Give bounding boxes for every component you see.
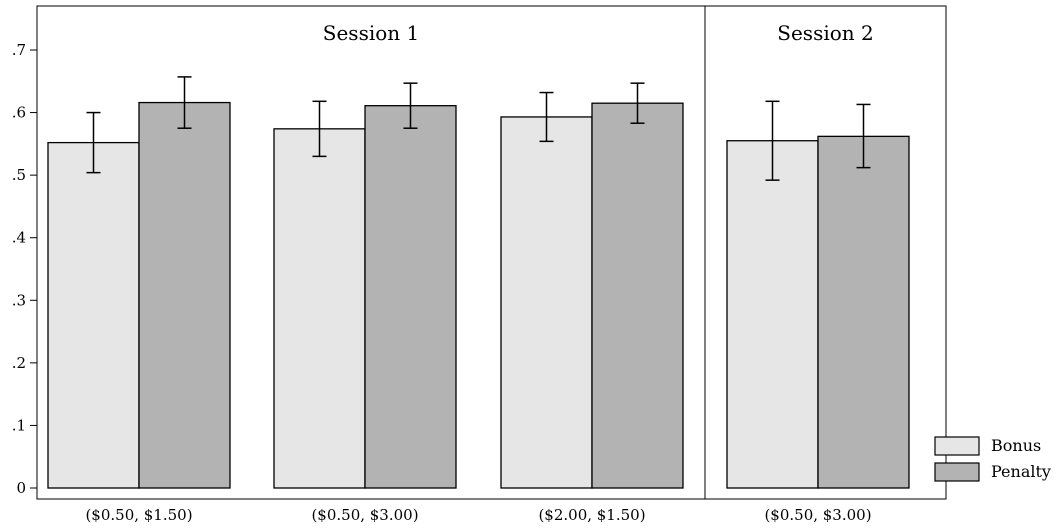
panels: Session 1 Session 2 — [36, 5, 947, 500]
bar-penalty-4 — [817, 135, 910, 489]
bar-penalty-2 — [364, 105, 457, 489]
panel-label-1: Session 1 — [323, 21, 419, 45]
bar-penalty-1 — [138, 101, 231, 489]
y-axis: 0 .1 .2 .3 .4 .5 .6 .7 — [12, 41, 38, 497]
x-axis-labels: ($0.50, $1.50) ($0.50, $3.00) ($2.00, $1.5… — [85, 506, 871, 524]
bar-bonus-3 — [500, 116, 593, 489]
bar-bonus-1 — [47, 141, 140, 489]
x-tick-label-4: ($0.50, $3.00) — [764, 506, 871, 524]
legend-label-bonus: Bonus — [991, 436, 1041, 455]
y-tick-label-4: .4 — [12, 229, 26, 247]
y-tick-label-2: .2 — [12, 354, 26, 372]
y-tick-label-5: .5 — [12, 166, 26, 184]
legend-swatch-penalty — [934, 462, 980, 482]
y-tick-label-6: .6 — [12, 104, 26, 122]
bars — [47, 101, 910, 489]
panel-frame-2 — [704, 5, 947, 500]
bar-bonus-2 — [273, 128, 366, 489]
legend: Bonus Penalty — [934, 436, 1051, 482]
bar-penalty-3 — [591, 102, 684, 489]
legend-swatch-bonus — [934, 436, 980, 456]
y-tick-label-7: .7 — [12, 41, 26, 59]
error-bars — [86, 76, 871, 181]
y-tick-label-0: 0 — [16, 479, 26, 497]
y-tick-label-1: .1 — [12, 416, 26, 434]
x-tick-label-3: ($2.00, $1.50) — [538, 506, 645, 524]
y-tick-label-3: .3 — [12, 291, 26, 309]
x-tick-label-1: ($0.50, $1.50) — [85, 506, 192, 524]
legend-label-penalty: Penalty — [991, 462, 1051, 481]
x-tick-label-2: ($0.50, $3.00) — [311, 506, 418, 524]
panel-label-2: Session 2 — [777, 21, 873, 45]
bar-bonus-4 — [726, 140, 819, 489]
